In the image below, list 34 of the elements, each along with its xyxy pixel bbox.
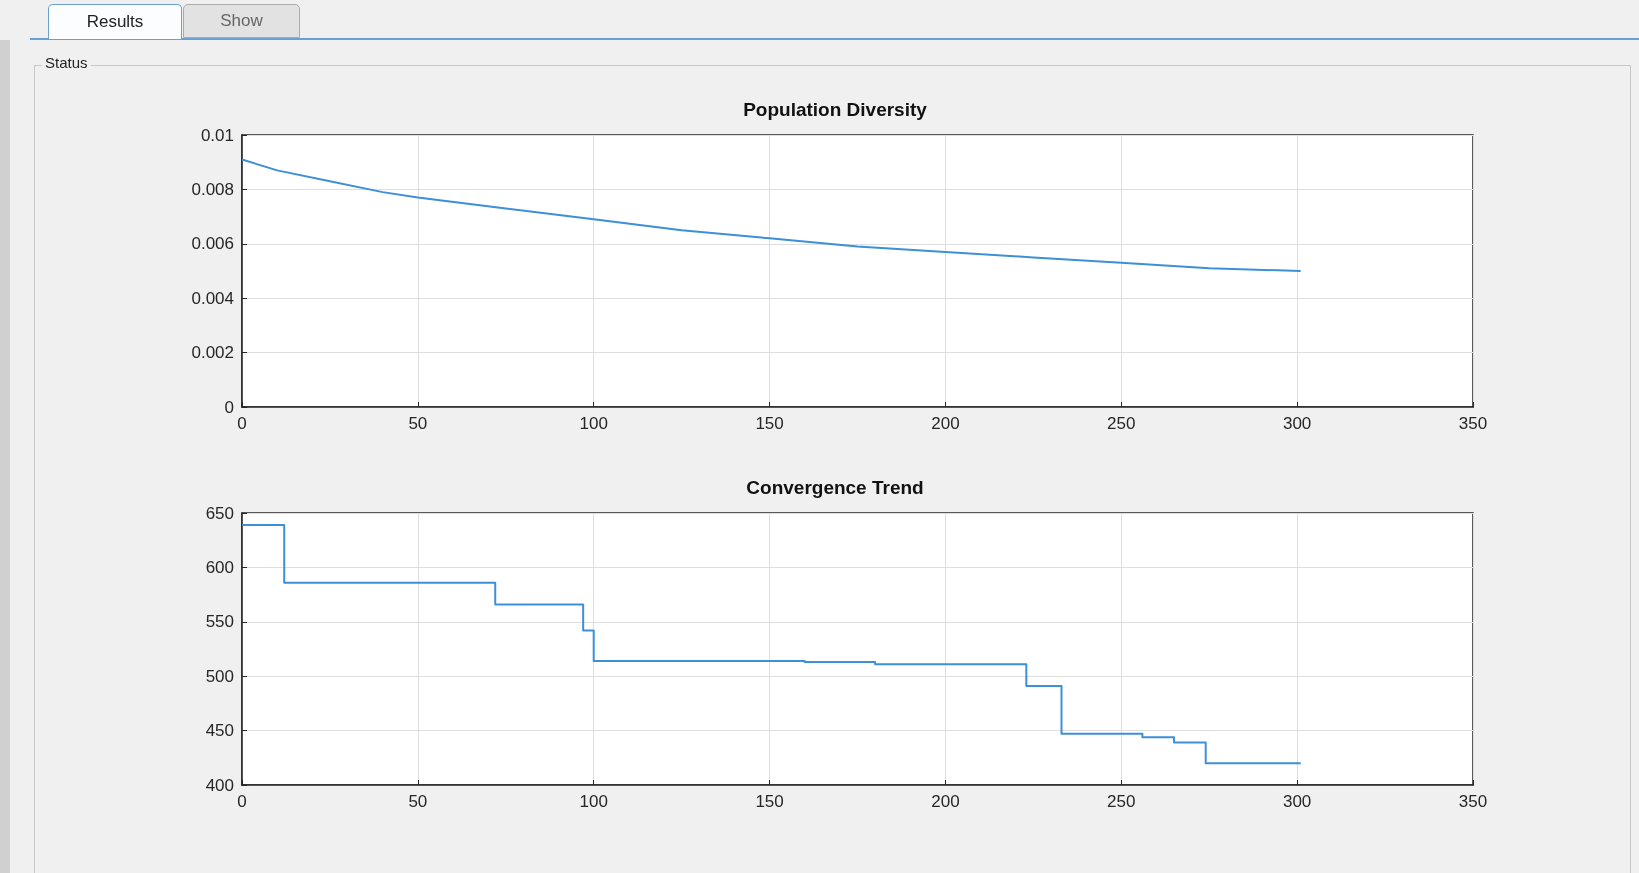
x-tick-label: 50	[408, 792, 428, 811]
y-tick-label: 0	[224, 397, 234, 417]
y-tick-label: 600	[205, 557, 234, 577]
y-tick-label: 500	[205, 666, 234, 686]
y-tick-label: 0.006	[191, 234, 234, 254]
x-tick-label: 150	[755, 414, 784, 433]
y-tick-label: 650	[205, 503, 234, 523]
line-series	[241, 158, 1302, 272]
y-tick-label: 0.01	[200, 125, 234, 145]
x-tick-label: 0	[237, 414, 247, 433]
y-tick-label: 550	[205, 612, 234, 632]
x-tick-label: 250	[1107, 792, 1136, 811]
x-tick-label: 0	[237, 792, 247, 811]
x-tick-label: 150	[755, 792, 784, 811]
y-tick-label: 0.004	[191, 288, 234, 308]
y-tick-label: 0.008	[191, 179, 234, 199]
x-tick-label: 250	[1107, 414, 1136, 433]
text: Status	[42, 54, 91, 71]
x-tick-label: 300	[1282, 414, 1312, 433]
x-tick-label: 350	[1458, 792, 1488, 811]
x-tick-label: 200	[931, 792, 960, 811]
chart-title: Convergence Trend	[746, 477, 924, 498]
y-tick-label: 450	[205, 721, 234, 741]
x-tick-label: 300	[1282, 792, 1312, 811]
x-tick-label: 100	[579, 414, 608, 433]
y-tick-label: 0.002	[191, 343, 234, 363]
tab: Results	[48, 4, 182, 39]
x-tick-label: 50	[408, 414, 428, 433]
tab: Show	[183, 4, 300, 38]
x-tick-label: 200	[931, 414, 960, 433]
x-tick-label: 100	[579, 792, 608, 811]
chart-title: Population Diversity	[743, 99, 928, 120]
y-tick-label: 400	[205, 775, 234, 795]
x-tick-label: 350	[1458, 414, 1488, 433]
